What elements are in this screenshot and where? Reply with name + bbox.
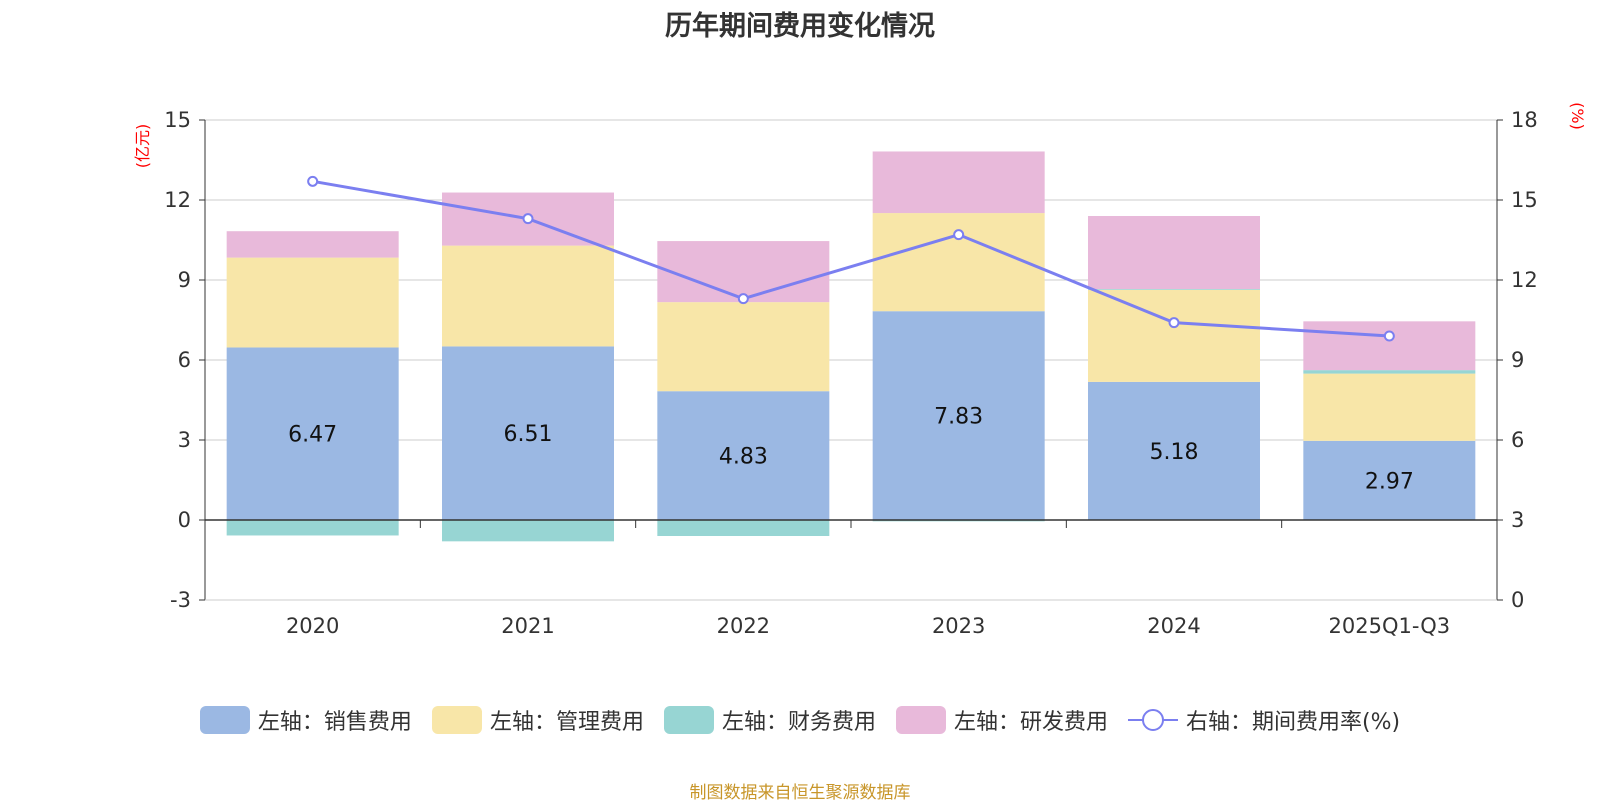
legend-swatch-rd: [895, 706, 946, 734]
bar-segment: [442, 346, 614, 520]
legend-swatch-sales: [199, 706, 250, 734]
bar-segment: [442, 520, 614, 542]
bar-segment: [872, 311, 1045, 520]
bar-data-label: 2.97: [1365, 469, 1414, 494]
right-tick-label: 0: [1511, 588, 1524, 612]
category-label: 2024: [1147, 614, 1200, 638]
legend-label-rd: 左轴：研发费用: [953, 710, 1108, 735]
bar-segment: [1303, 370, 1476, 374]
legend-swatch-admin: [431, 706, 482, 734]
bar-data-label: 7.83: [934, 405, 983, 430]
legend-label-admin: 左轴：管理费用: [489, 710, 644, 735]
legend-label-rate: 右轴：期间费用率(%): [1185, 710, 1401, 735]
category-label: 2020: [286, 614, 339, 638]
bar-data-label: 5.18: [1150, 440, 1199, 465]
legend-swatch-finance: [663, 706, 714, 734]
category-label: 2025Q1-Q3: [1329, 614, 1451, 638]
bar-segment: [1303, 440, 1476, 520]
labels: 15 12 9 6 3 0 -3 18 15 12 9 6 3 0 (亿元) (%) 6.47 6.51 4.83 7…: [133, 102, 1587, 638]
bar-segment: [1088, 381, 1260, 520]
rate-point: [522, 213, 534, 225]
bar-segment: [226, 347, 399, 520]
left-tick-label: 9: [178, 268, 191, 292]
right-tick-label: 3: [1511, 508, 1524, 532]
bar-segment: [657, 241, 830, 303]
right-tick-label: 15: [1511, 188, 1538, 212]
legend-label-sales: 左轴：销售费用: [257, 710, 412, 735]
category-label: 2022: [717, 614, 770, 638]
bar-segment: [872, 151, 1045, 214]
bar-segment: [657, 302, 830, 392]
bar-segment: [1303, 373, 1476, 441]
rate-point: [737, 293, 749, 305]
legend-item-rate[interactable]: 右轴：期间费用率(%): [1127, 704, 1401, 736]
left-tick-label: 15: [164, 108, 191, 132]
bar-data-label: 6.47: [288, 423, 337, 448]
category-label: 2023: [932, 614, 985, 638]
rate-point: [1168, 317, 1180, 329]
bars: [226, 151, 1476, 542]
legend-item-finance[interactable]: 左轴：财务费用: [663, 704, 876, 736]
bar-segment: [226, 520, 399, 536]
bar-segment: [1088, 289, 1260, 382]
left-tick-label: -3: [170, 588, 191, 612]
bar-segment: [872, 213, 1045, 312]
bar-data-label: 6.51: [504, 422, 553, 447]
left-tick-label: 12: [164, 188, 191, 212]
bar-segment: [226, 231, 399, 258]
rate-point: [1383, 330, 1395, 342]
bar-segment: [1088, 289, 1260, 290]
bar-segment: [657, 391, 830, 520]
legend-item-rd[interactable]: 左轴：研发费用: [895, 704, 1108, 736]
rate-point: [307, 175, 319, 187]
legend: 左轴：销售费用 左轴：管理费用 左轴：财务费用 左轴：研发费用 右轴：期间费用率…: [0, 704, 1600, 736]
bar-segment: [657, 520, 830, 536]
bar-segment: [1303, 321, 1476, 371]
rate-line: [307, 175, 1395, 342]
bar-segment: [442, 245, 614, 347]
bar-segment: [1088, 216, 1260, 290]
right-tick-label: 6: [1511, 428, 1524, 452]
legend-swatch-rate: [1127, 706, 1178, 734]
axes: [199, 119, 1503, 601]
left-tick-label: 3: [178, 428, 191, 452]
left-axis-unit: (亿元): [133, 124, 152, 169]
left-tick-label: 0: [178, 508, 191, 532]
category-label: 2021: [501, 614, 554, 638]
bar-data-label: 4.83: [719, 445, 768, 470]
bar-segment: [226, 257, 399, 348]
legend-item-sales[interactable]: 左轴：销售费用: [199, 704, 412, 736]
right-tick-label: 18: [1511, 108, 1538, 132]
right-tick-label: 12: [1511, 268, 1538, 292]
chart-title: 历年期间费用变化情况: [665, 11, 935, 42]
right-tick-label: 9: [1511, 348, 1524, 372]
data-source: 制图数据来自恒生聚源数据库: [689, 783, 911, 803]
rate-line-path: [312, 179, 1390, 338]
left-tick-label: 6: [178, 348, 191, 372]
legend-item-admin[interactable]: 左轴：管理费用: [431, 704, 644, 736]
legend-label-finance: 左轴：财务费用: [721, 710, 876, 735]
rate-point: [953, 229, 965, 241]
right-axis-unit: (%): [1568, 102, 1587, 130]
